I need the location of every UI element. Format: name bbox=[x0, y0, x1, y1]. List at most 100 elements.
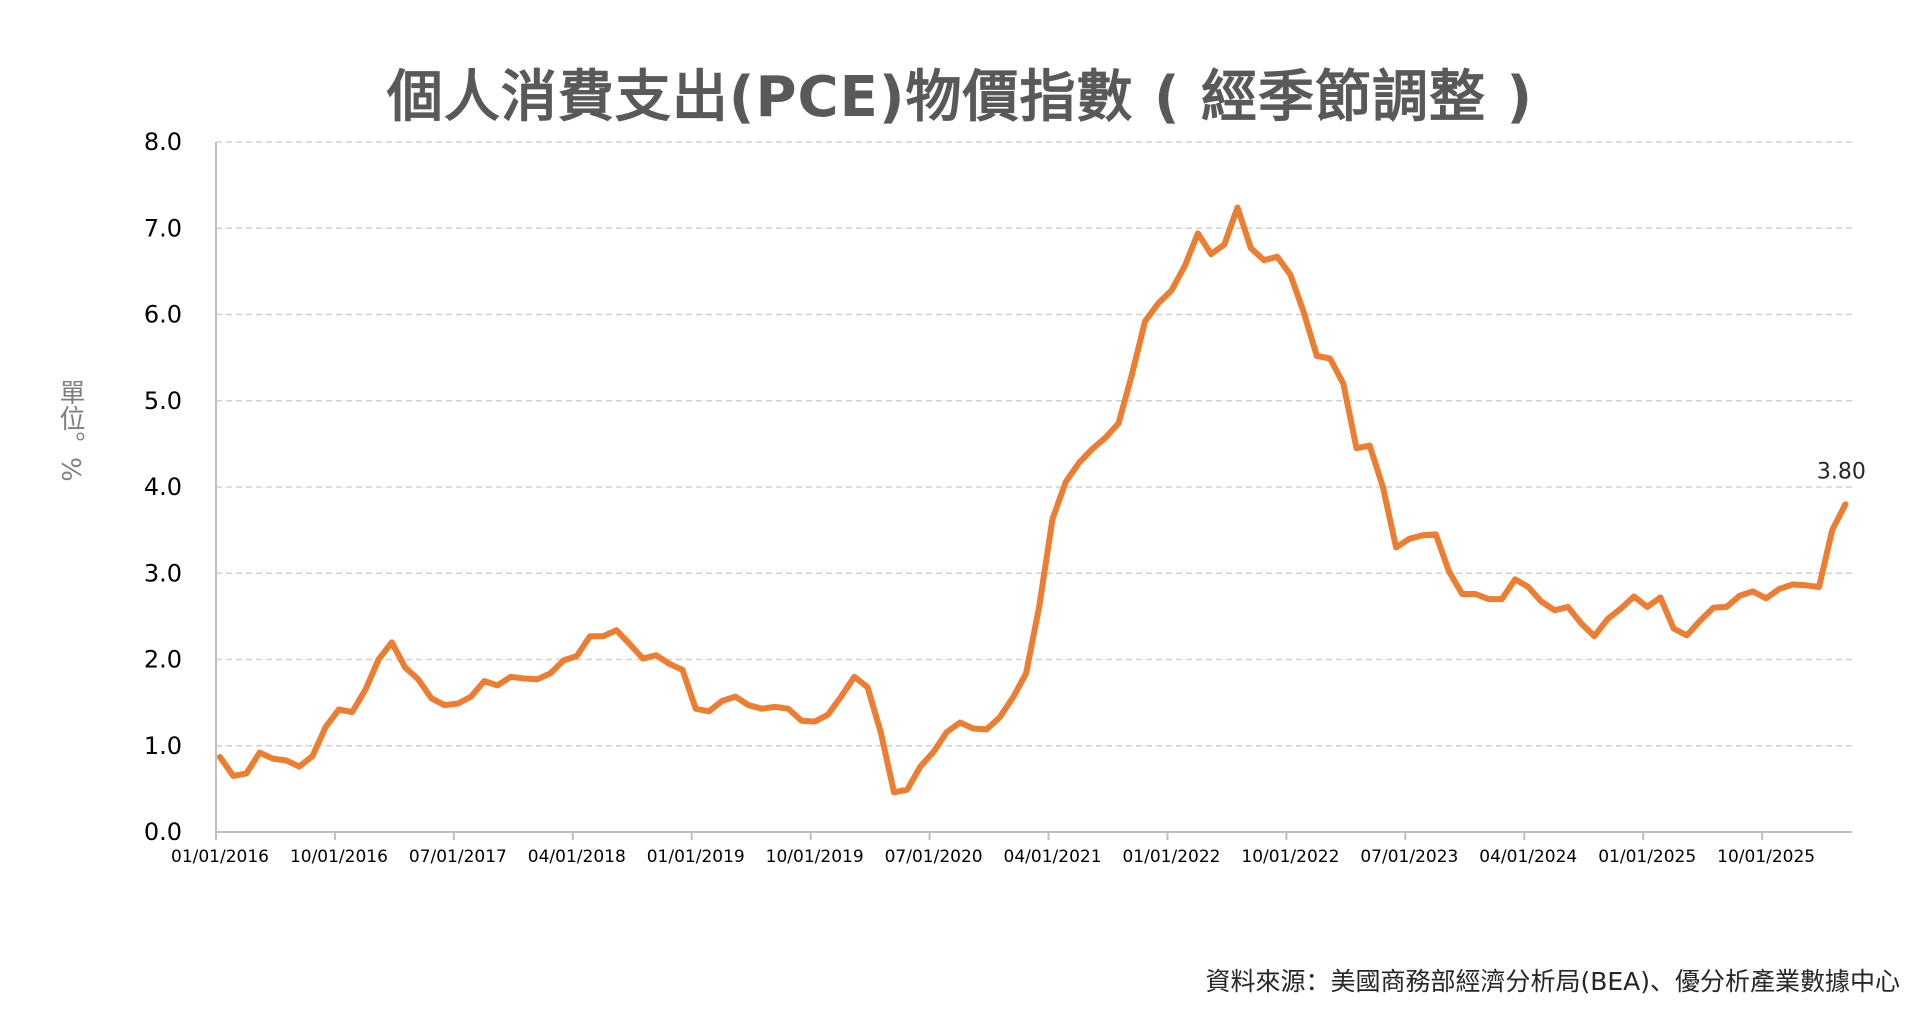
x-tick-label: 01/01/2025 bbox=[1598, 847, 1696, 867]
y-tick-label: 7.0 bbox=[144, 214, 182, 242]
data-point bbox=[1579, 621, 1584, 626]
data-point bbox=[1182, 264, 1187, 269]
data-point bbox=[944, 729, 949, 734]
data-point bbox=[1631, 594, 1636, 599]
data-point bbox=[284, 758, 289, 763]
data-point bbox=[1314, 353, 1319, 358]
data-point bbox=[323, 724, 328, 729]
data-point bbox=[1195, 231, 1200, 236]
data-point bbox=[1090, 447, 1095, 452]
data-point bbox=[640, 656, 645, 661]
data-point bbox=[495, 683, 500, 688]
data-point bbox=[1605, 616, 1610, 621]
data-point bbox=[1790, 582, 1795, 587]
data-point bbox=[733, 694, 738, 699]
data-point bbox=[1486, 597, 1491, 602]
data-point bbox=[403, 665, 408, 670]
data-point bbox=[1777, 586, 1782, 591]
data-point bbox=[786, 706, 791, 711]
data-point bbox=[1592, 634, 1597, 639]
data-point bbox=[1460, 591, 1465, 596]
series-line bbox=[217, 204, 1849, 796]
data-point bbox=[931, 749, 936, 754]
data-point bbox=[839, 694, 844, 699]
data-point bbox=[1275, 254, 1280, 259]
data-point bbox=[363, 687, 368, 692]
data-point bbox=[680, 667, 685, 672]
x-tick-label: 04/01/2018 bbox=[528, 847, 626, 867]
data-point bbox=[1816, 585, 1821, 590]
data-point bbox=[376, 657, 381, 662]
data-point bbox=[1724, 604, 1729, 609]
data-point bbox=[1116, 421, 1121, 426]
data-point bbox=[1050, 516, 1055, 521]
data-point bbox=[1565, 604, 1570, 609]
data-point bbox=[1830, 528, 1835, 533]
data-point bbox=[759, 706, 764, 711]
data-point bbox=[1446, 569, 1451, 574]
x-tick-label: 07/01/2023 bbox=[1360, 847, 1458, 867]
data-point bbox=[535, 677, 540, 682]
data-point bbox=[1618, 606, 1623, 611]
data-point bbox=[1103, 435, 1108, 440]
data-point bbox=[482, 679, 487, 684]
data-point bbox=[1010, 695, 1015, 700]
data-point bbox=[1539, 599, 1544, 604]
data-point bbox=[350, 710, 355, 715]
data-point bbox=[891, 790, 896, 795]
source-note: 資料來源：美國商務部經濟分析局(BEA)、優分析產業數據中心 bbox=[1205, 967, 1900, 996]
x-tick-label: 10/01/2022 bbox=[1241, 847, 1339, 867]
data-point bbox=[1499, 597, 1504, 602]
x-tick-label: 01/01/2019 bbox=[647, 847, 745, 867]
data-point bbox=[442, 703, 447, 708]
data-point bbox=[1341, 381, 1346, 386]
x-tick-label: 01/01/2016 bbox=[171, 847, 269, 867]
data-point bbox=[1684, 633, 1689, 638]
data-point bbox=[667, 661, 672, 666]
x-tick-label: 10/01/2025 bbox=[1717, 847, 1815, 867]
data-point bbox=[1301, 309, 1306, 314]
data-point bbox=[1843, 502, 1848, 507]
data-point bbox=[1156, 301, 1161, 306]
data-point bbox=[614, 628, 619, 633]
data-point bbox=[336, 707, 341, 712]
data-point bbox=[1433, 532, 1438, 537]
data-point bbox=[1645, 604, 1650, 609]
data-point bbox=[1261, 258, 1266, 263]
y-tick-label: 6.0 bbox=[144, 301, 182, 329]
data-point bbox=[1288, 272, 1293, 277]
data-point bbox=[601, 634, 606, 639]
data-point bbox=[865, 685, 870, 690]
data-point bbox=[1407, 536, 1412, 541]
data-point bbox=[1063, 479, 1068, 484]
data-point bbox=[997, 715, 1002, 720]
data-point bbox=[1698, 618, 1703, 623]
data-point bbox=[508, 674, 513, 679]
data-point bbox=[588, 634, 593, 639]
data-point bbox=[1222, 242, 1227, 247]
data-point bbox=[1076, 460, 1081, 465]
data-point bbox=[852, 674, 857, 679]
data-point bbox=[654, 653, 659, 658]
data-point bbox=[1143, 319, 1148, 324]
data-point bbox=[905, 787, 910, 792]
data-point bbox=[389, 640, 394, 645]
data-point bbox=[1526, 585, 1531, 590]
data-point bbox=[720, 698, 725, 703]
data-point bbox=[878, 729, 883, 734]
data-point bbox=[1658, 595, 1663, 600]
data-point bbox=[257, 750, 262, 755]
data-point bbox=[1803, 583, 1808, 588]
y-tick-label: 2.0 bbox=[144, 646, 182, 674]
data-point bbox=[627, 641, 632, 646]
x-tick-label: 07/01/2017 bbox=[409, 847, 507, 867]
data-point bbox=[1473, 591, 1478, 596]
data-point bbox=[746, 703, 751, 708]
data-point bbox=[521, 676, 526, 681]
x-tick-label: 07/01/2020 bbox=[885, 847, 983, 867]
data-point bbox=[1380, 485, 1385, 490]
data-point bbox=[310, 754, 315, 759]
data-point bbox=[825, 712, 830, 717]
data-point bbox=[1169, 288, 1174, 293]
